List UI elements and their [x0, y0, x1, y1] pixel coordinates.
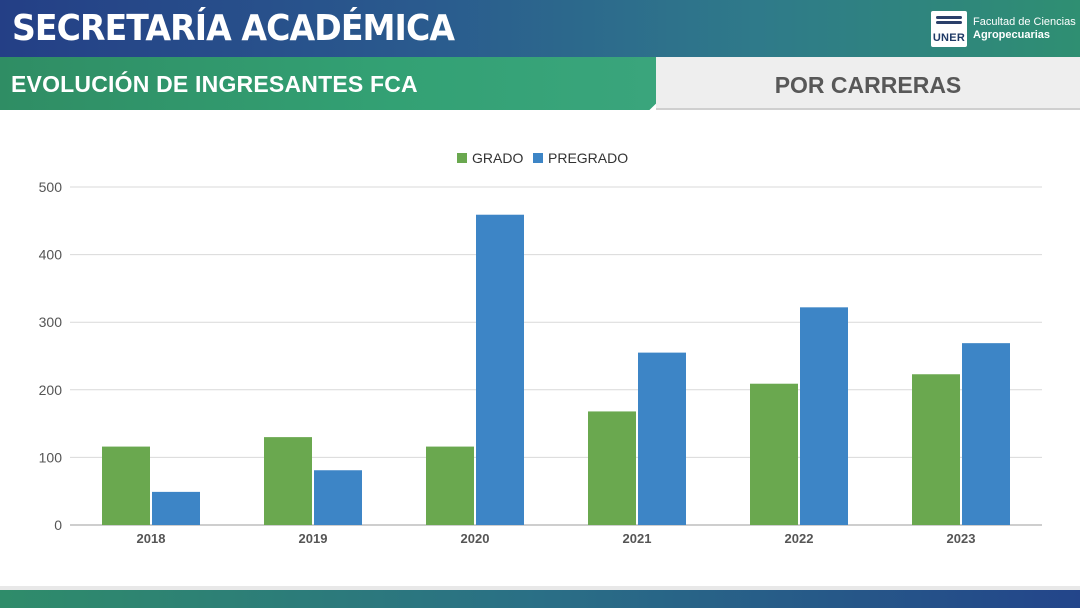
y-tick-label: 300 — [39, 314, 63, 330]
logo-mark: UNER — [932, 32, 966, 44]
y-tick-label: 400 — [39, 247, 63, 263]
y-tick-label: 200 — [39, 382, 63, 398]
bar-grado-2022 — [750, 383, 798, 525]
x-tick-label: 2023 — [947, 531, 976, 546]
x-tick-label: 2018 — [137, 531, 166, 546]
y-tick-label: 100 — [39, 449, 63, 465]
bar-grado-2018 — [102, 446, 150, 525]
y-tick-label: 500 — [39, 179, 63, 195]
x-tick-label: 2022 — [785, 531, 814, 546]
bar-pregrado-2023 — [962, 343, 1010, 525]
legend-swatch-grado — [457, 153, 467, 163]
chart-area: 0 100 200 300 400 500 2018 2019 2020 2021 2022 2023… — [0, 140, 1080, 560]
bar-chart: 0 100 200 300 400 500 2018 2019 2020 2021 2022 2023… — [39, 150, 1042, 546]
x-tick-label: 2019 — [299, 531, 328, 546]
section-title-band: EVOLUCIÓN DE INGRESANTES FCA — [0, 57, 656, 110]
faculty-name-line1: Facultad de Ciencias — [973, 16, 1076, 28]
bar-pregrado-2020 — [476, 214, 524, 525]
bar-grado-2019 — [264, 437, 312, 525]
legend-swatch-pregrado — [533, 153, 543, 163]
section-title: EVOLUCIÓN DE INGRESANTES FCA — [11, 71, 418, 97]
faculty-name: Facultad de Ciencias Agropecuarias — [973, 16, 1076, 42]
bar-pregrado-2018 — [152, 491, 200, 525]
x-tick-label: 2020 — [461, 531, 490, 546]
footer-bar — [0, 586, 1080, 608]
legend-label-pregrado: PREGRADO — [548, 150, 628, 166]
header-banner: SECRETARÍA ACADÉMICA UNER Facultad de Ci… — [0, 0, 1080, 57]
bar-grado-2021 — [588, 411, 636, 525]
bar-pregrado-2019 — [314, 470, 362, 525]
uner-logo: UNER — [931, 11, 967, 47]
bar-pregrado-2021 — [638, 352, 686, 525]
bar-pregrado-2022 — [800, 307, 848, 525]
legend-label-grado: GRADO — [472, 150, 523, 166]
bar-grado-2023 — [912, 374, 960, 525]
section-subtitle-band: POR CARRERAS — [656, 57, 1080, 110]
x-tick-label: 2021 — [623, 531, 652, 546]
page-title: SECRETARÍA ACADÉMICA — [12, 8, 455, 49]
bar-grado-2020 — [426, 446, 474, 525]
section-subtitle: POR CARRERAS — [774, 72, 962, 98]
y-tick-label: 0 — [54, 517, 62, 533]
faculty-name-line2: Agropecuarias — [973, 29, 1051, 41]
